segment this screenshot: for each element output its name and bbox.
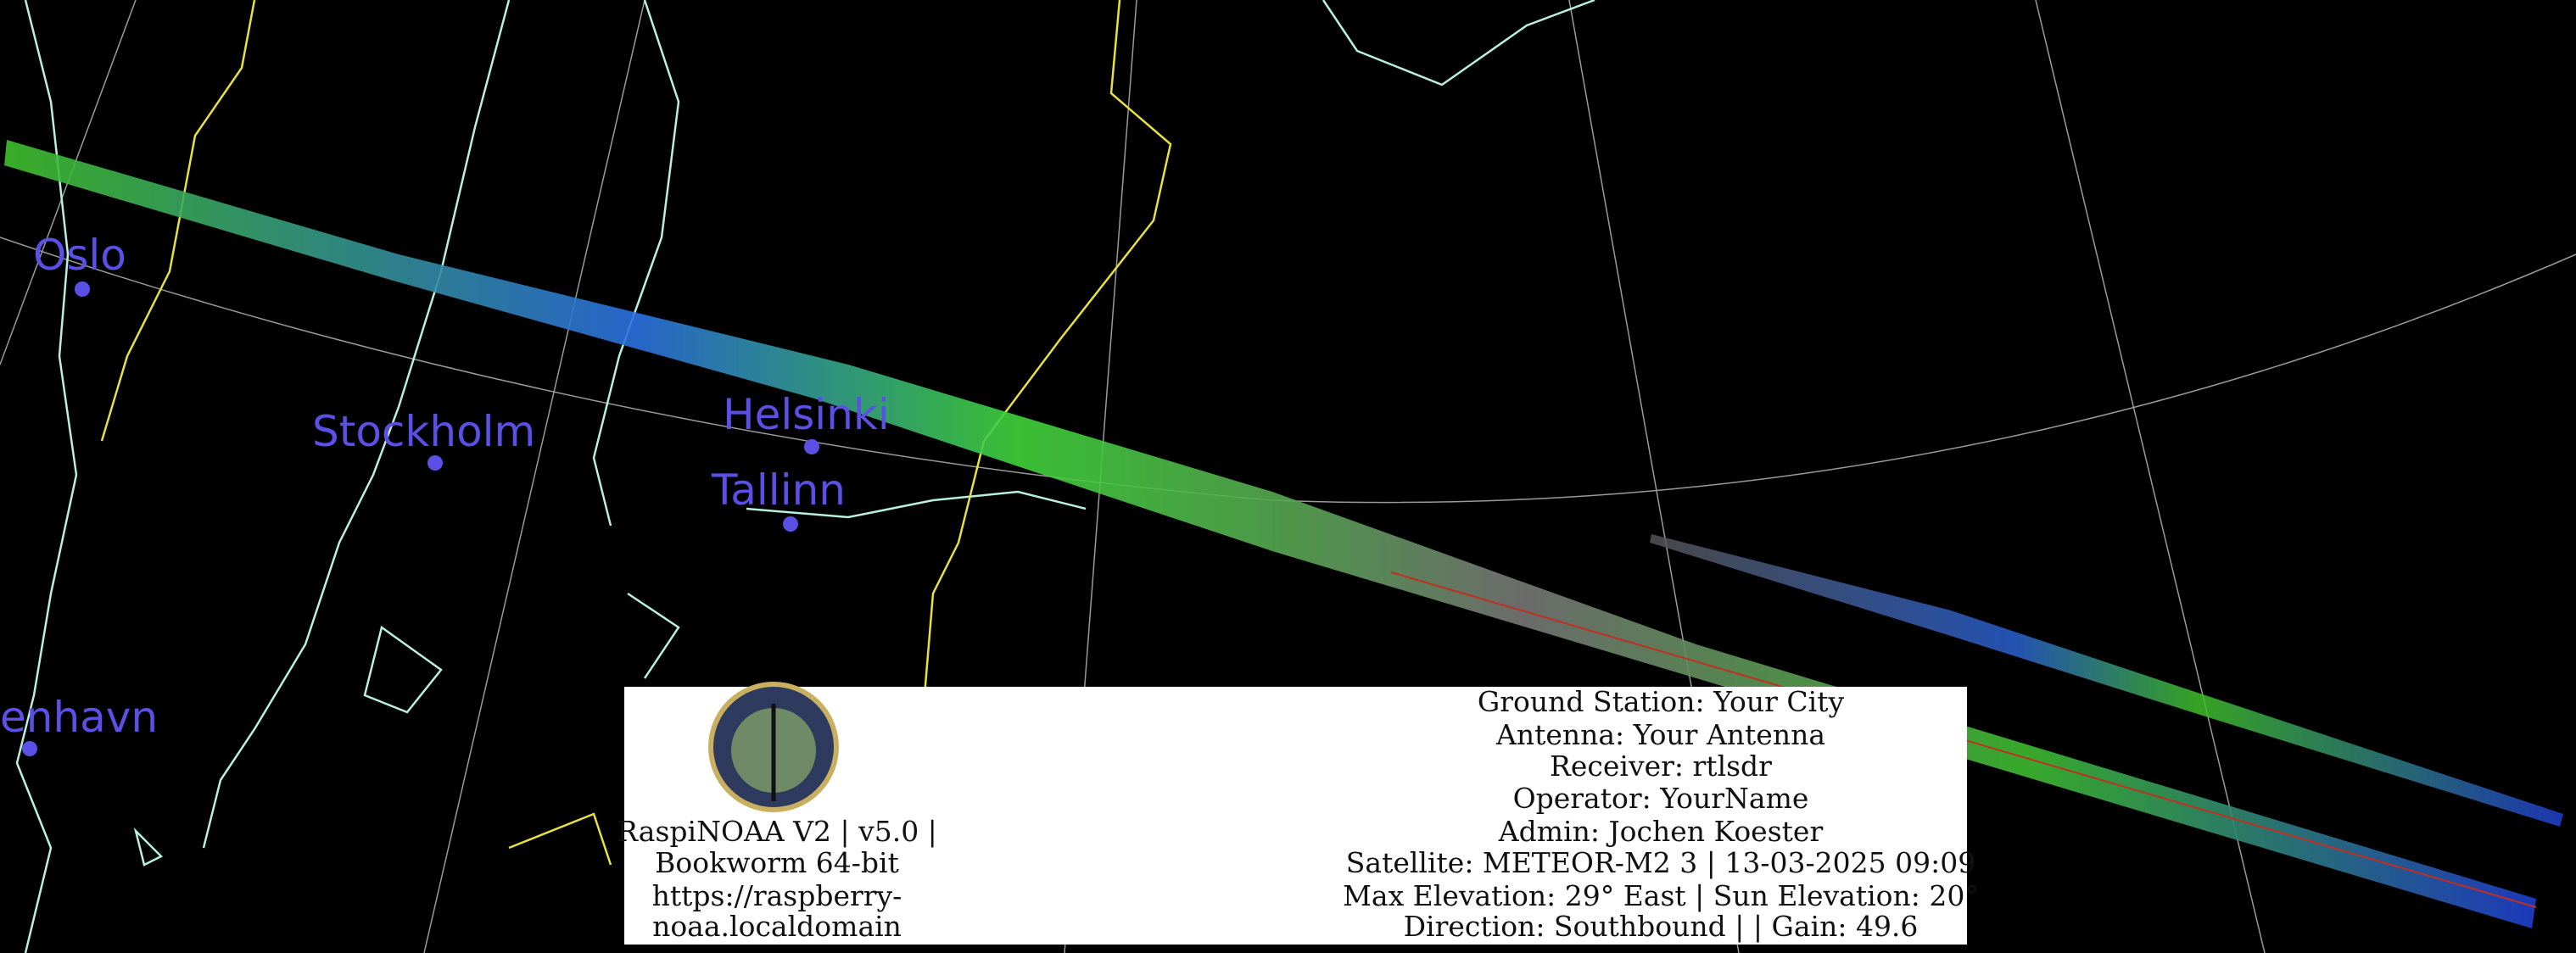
software-line: Bookworm 64-bit <box>655 846 899 879</box>
city-dot <box>783 516 798 532</box>
city-label: Helsinki <box>723 390 890 439</box>
city-dot <box>427 455 443 471</box>
station-line: Max Elevation: 29° East | Sun Elevation:… <box>1343 879 1979 912</box>
station-line: Antenna: Your Antenna <box>1495 718 1825 751</box>
software-line: noaa.localdomain <box>652 910 902 943</box>
city-dot <box>804 439 819 454</box>
cities: Oslo Stockholm Helsinki Tallinn enhavn <box>0 231 890 756</box>
info-background <box>624 687 1967 945</box>
software-line: https://raspberry- <box>652 879 902 912</box>
city-label: Oslo <box>33 231 126 280</box>
station-line: Operator: YourName <box>1513 782 1809 815</box>
station-line: Admin: Jochen Koester <box>1498 815 1824 848</box>
city-label: enhavn <box>0 693 158 742</box>
city-label: Stockholm <box>312 407 535 456</box>
software-line: RaspiNOAA V2 | v5.0 | <box>617 815 937 848</box>
software-info: RaspiNOAA V2 | v5.0 |Bookworm 64-bithttp… <box>617 815 937 943</box>
station-line: Satellite: METEOR-M2 3 | 13-03-2025 09:0… <box>1346 846 1975 879</box>
station-line: Receiver: rtlsdr <box>1550 750 1772 783</box>
city-label: Tallinn <box>711 465 846 515</box>
station-line: Ground Station: Your City <box>1478 685 1845 718</box>
info-panel: RaspiNOAA V2 | v5.0 |Bookworm 64-bithttp… <box>617 682 1979 945</box>
station-line: Direction: Southbound | | Gain: 49.6 <box>1404 910 1919 943</box>
city-dot <box>22 741 37 756</box>
city-dot <box>75 281 90 297</box>
